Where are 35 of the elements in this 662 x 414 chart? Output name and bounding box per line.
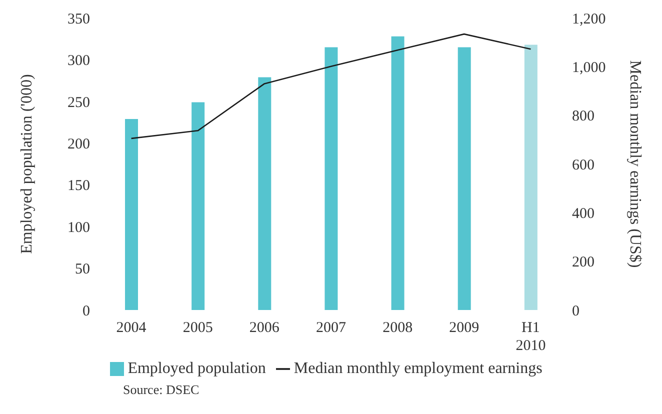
- y-axis-title: Employed population ('000): [18, 74, 36, 254]
- bar: [192, 102, 205, 310]
- y-tick-label: 250: [68, 94, 90, 111]
- bar: [458, 47, 471, 310]
- bar: [324, 47, 338, 310]
- y-tick-label: 50: [75, 262, 90, 278]
- x-tick-label: 2009: [449, 320, 480, 336]
- y2-tick-label: 600: [572, 157, 594, 174]
- y2-tick-label: 1,000: [572, 60, 606, 76]
- bar: [125, 118, 138, 310]
- x-tick-label: 2004: [116, 320, 147, 336]
- y-tick-label: 100: [68, 220, 90, 236]
- y-tick-label: 300: [68, 53, 90, 70]
- y-tick-label: 200: [68, 136, 90, 152]
- y2-tick-label: 800: [572, 108, 594, 125]
- legend-label: Median monthly employment earnings: [294, 360, 542, 377]
- line-series: [130, 33, 532, 140]
- y2-tick-label: 200: [572, 254, 594, 271]
- y2-tick-label: 400: [572, 206, 594, 222]
- y2-tick-label: 0: [572, 303, 580, 320]
- source-note: Source: DSEC: [123, 382, 200, 398]
- y2-axis-title: Median monthly earnings (US$): [626, 60, 644, 268]
- y-tick-label: 0: [82, 303, 90, 320]
- y2-tick-label: 1,200: [572, 11, 606, 28]
- y-tick-label: 150: [68, 178, 90, 194]
- bar: [258, 77, 272, 310]
- bar: [391, 36, 404, 310]
- bar: [524, 44, 538, 310]
- x-tick-label: 2005: [182, 320, 213, 336]
- y-tick-label: 350: [68, 11, 90, 28]
- x-tick-label: H1 2010: [516, 320, 546, 354]
- legend-label: Employed population: [128, 360, 266, 377]
- x-tick-label: 2006: [249, 320, 280, 336]
- x-tick-label: 2007: [316, 320, 346, 336]
- x-tick-label: 2008: [382, 320, 413, 336]
